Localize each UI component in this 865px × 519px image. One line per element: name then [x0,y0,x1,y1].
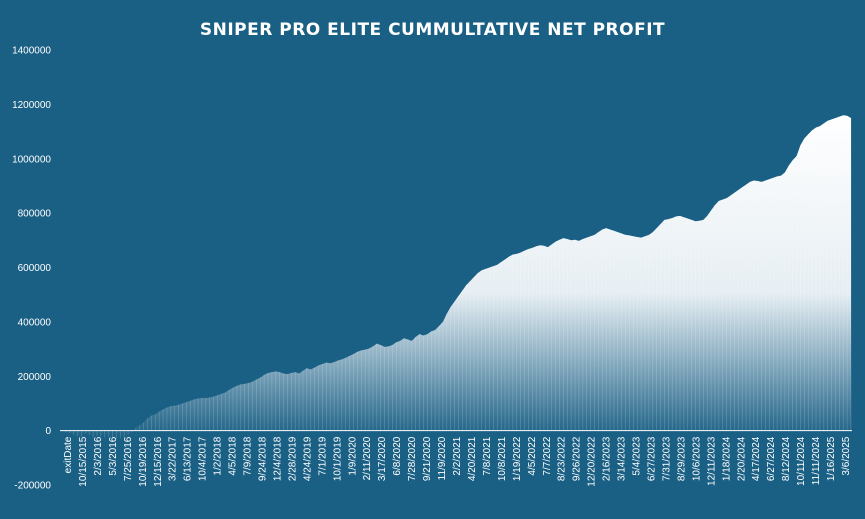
y-tick-label: 1400000 [12,46,51,57]
x-tick-label: 9/21/2020 [422,436,433,481]
x-tick-label: 6/27/2024 [766,436,777,481]
x-tick-label: 7/9/2018 [243,436,254,475]
x-tick-label: 10/4/2017 [198,436,209,481]
x-tick-label: 3/6/2025 [841,436,852,475]
net-profit-area [62,115,851,439]
x-tick-label: 7/7/2022 [542,436,553,475]
x-tick-label: 12/11/2023 [706,436,717,486]
y-tick-label: 1200000 [12,100,51,111]
x-tick-label: 1/19/2022 [512,436,523,481]
x-tick-label: exitDate [63,436,74,473]
x-tick-label: 3/14/2023 [617,436,628,481]
x-tick-label: 2/3/2016 [93,436,104,475]
y-tick-label: 400000 [18,317,52,328]
y-tick-label: 600000 [18,263,52,274]
x-tick-label: 10/6/2023 [691,436,702,481]
x-tick-label: 3/22/2017 [168,436,179,481]
x-tick-label: 6/27/2023 [647,436,658,481]
y-tick-label: 0 [45,426,51,437]
x-tick-label: 8/29/2023 [676,436,687,481]
x-tick-label: 7/31/2023 [662,436,673,481]
x-tick-label: 10/8/2021 [497,436,508,481]
x-tick-label: 4/24/2019 [302,436,313,481]
x-tick-label: 8/12/2024 [781,436,792,481]
x-tick-label: 2/20/2024 [736,436,747,481]
x-tick-label: 10/19/2016 [138,436,149,486]
x-tick-label: 9/24/2018 [258,436,269,481]
x-tick-label: 1/16/2025 [826,436,837,481]
x-tick-label: 3/17/2020 [377,436,388,481]
chart-title: SNIPER PRO ELITE CUMMULTATIVE NET PROFIT [199,20,666,40]
x-tick-label: 1/9/2020 [347,436,358,475]
x-tick-label: 1/2/2018 [213,436,224,475]
x-tick-label: 12/20/2022 [587,436,598,486]
x-tick-label: 7/1/2019 [317,436,328,475]
x-tick-label: 2/28/2019 [287,436,298,481]
x-tick-label: 7/28/2020 [407,436,418,481]
x-tick-label: 1/18/2024 [721,436,732,481]
y-tick-label: 800000 [18,209,52,220]
y-tick-label: 200000 [18,372,52,383]
x-tick-label: 5/3/2016 [108,436,119,475]
x-tick-label: 4/5/2018 [228,436,239,475]
x-tick-label: 9/26/2022 [572,436,583,481]
x-tick-label: 10/11/2024 [796,436,807,486]
x-tick-label: 11/9/2020 [437,436,448,480]
y-tick-label: -200000 [14,481,51,492]
x-tick-label: 5/4/2023 [632,436,643,475]
x-tick-label: 10/15/2015 [78,436,89,486]
x-tick-label: 6/13/2017 [183,436,194,481]
x-tick-label: 6/8/2020 [392,436,403,475]
x-tick-label: 12/15/2016 [153,436,164,486]
x-tick-label: 2/16/2023 [602,436,613,481]
x-tick-label: 4/5/2022 [527,436,538,475]
x-tick-label: 11/11/2024 [811,436,822,485]
y-tick-label: 1000000 [12,154,51,165]
x-tick-label: 12/4/2018 [273,436,284,481]
x-tick-label: 2/2/2021 [452,436,463,475]
x-tick-label: 10/1/2019 [332,436,343,481]
x-tick-label: 2/11/2020 [362,436,373,480]
x-tick-label: 4/17/2024 [751,436,762,481]
x-tick-label: 4/20/2021 [467,436,478,481]
x-tick-label: 8/23/2022 [557,436,568,481]
x-tick-label: 7/25/2016 [123,436,134,481]
x-tick-label: 7/8/2021 [482,436,493,475]
